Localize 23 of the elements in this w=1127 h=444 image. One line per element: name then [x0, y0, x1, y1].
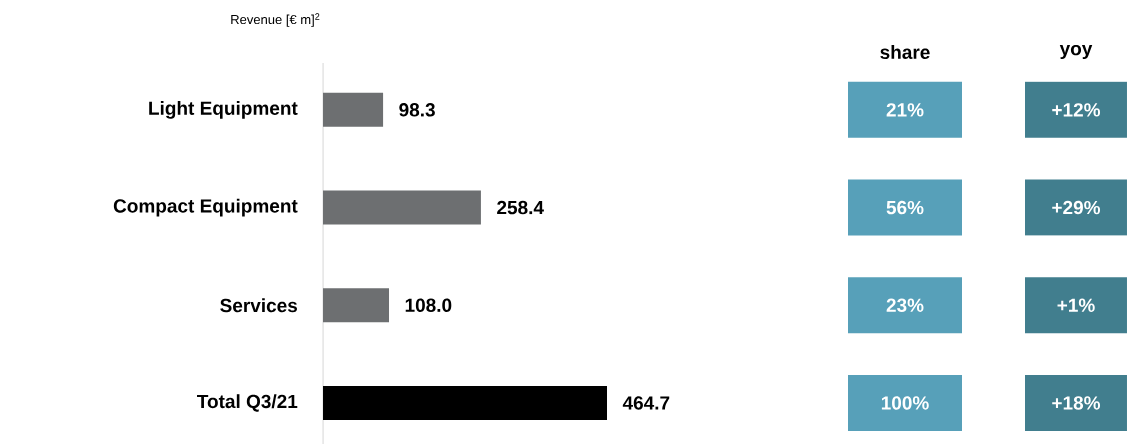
text: +18%: [1052, 396, 1101, 410]
y-tick-label: Total Q3/21: [197, 394, 298, 412]
y-tick-label: Services: [220, 298, 298, 313]
data-label: 464.7: [622, 396, 670, 410]
text: +29%: [1052, 200, 1101, 215]
bar: [323, 92, 384, 127]
text: 23%: [886, 298, 924, 312]
text: 100%: [881, 396, 929, 410]
data-label: 98.3: [399, 103, 435, 117]
y-tick-label: Light Equipment: [149, 100, 298, 119]
bar: [323, 385, 607, 420]
bar: [323, 288, 390, 323]
text: yoy: [1059, 44, 1093, 60]
text: +12%: [1052, 103, 1101, 117]
text: +1%: [1057, 298, 1095, 312]
text: share: [880, 45, 930, 59]
bar: [323, 190, 481, 225]
y-tick-label: Compact Equipment: [113, 198, 298, 217]
data-label: 258.4: [497, 200, 544, 215]
data-label: 108.0: [405, 298, 452, 312]
chart-title: Revenue [€ m]$^{2}$: [231, 13, 320, 27]
text: 21%: [886, 103, 924, 117]
text: 56%: [886, 200, 924, 215]
